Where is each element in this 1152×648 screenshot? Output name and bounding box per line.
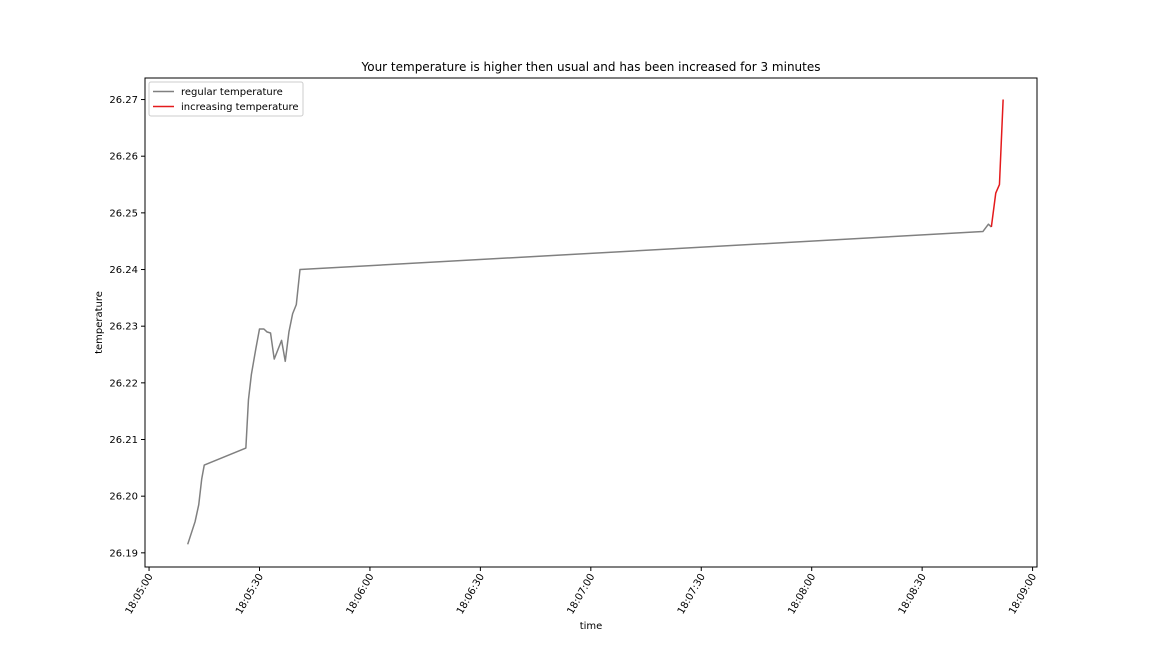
y-axis: 26.19 26.20 26.21 26.22 26.23 26.24 26.25 26.26… xyxy=(109,95,145,559)
legend: regular temperature increasing temperatur… xyxy=(148,81,304,117)
x-axis-label: time xyxy=(580,621,603,632)
y-axis-label: temperature xyxy=(94,291,105,354)
series-line-increasing xyxy=(990,99,1004,228)
series-line-regular xyxy=(186,223,992,545)
y-tick-label: 26.20 xyxy=(109,492,138,503)
y-tick-label: 26.26 xyxy=(109,152,138,163)
legend-entry: regular temperature xyxy=(181,87,283,98)
y-tick-label: 26.25 xyxy=(109,208,138,219)
y-tick-label: 26.21 xyxy=(109,435,138,446)
legend-entry: increasing temperature xyxy=(181,102,299,113)
y-tick-label: 26.24 xyxy=(109,265,138,276)
y-tick-label: 26.23 xyxy=(109,322,138,333)
series-layer xyxy=(186,99,1004,545)
legend-box xyxy=(148,81,304,117)
y-tick-label: 26.22 xyxy=(109,378,138,389)
y-tick-label: 26.27 xyxy=(109,95,138,106)
chart-title: Your temperature is higher then usual an… xyxy=(360,60,820,74)
y-tick-label: 26.19 xyxy=(109,548,138,559)
